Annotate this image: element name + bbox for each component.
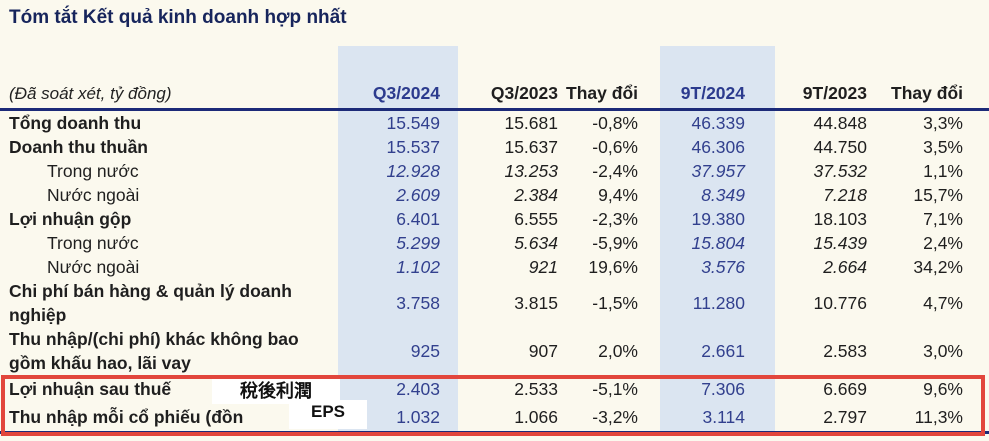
cell-q3-2024: 2.609 [338, 182, 458, 207]
cell-change-9t: 2,4% [923, 232, 963, 253]
table-row: Nước ngoài 2.609 2.384 9,4% 8.349 7.218 15,7% [0, 182, 989, 207]
row-label: Thu nhập mỗi cổ phiếu (đồn [0, 402, 338, 434]
cell-9t-2024: 46.306 [660, 134, 775, 159]
cell-change-9t: 1,1% [923, 160, 963, 181]
cell-9t-2024: 3.576 [660, 254, 775, 279]
table-row: Doanh thu thuần 15.537 15.637 -0,6% 46.306 44… [0, 134, 989, 159]
row-label: Lợi nhuận gộp [9, 208, 132, 229]
column-header-change-q: Thay đổi [564, 46, 660, 111]
row-label: Trong nước [47, 160, 139, 181]
cell-change-q: 2,0% [598, 340, 638, 361]
cell-q3-2023: 15.637 [504, 136, 558, 157]
row-label: Tổng doanh thu [9, 112, 142, 133]
cell-9t-2023: 37.532 [813, 160, 867, 181]
table-header-row: (Đã soát xét, tỷ đồng) Q3/2024 Q3/2023 T… [0, 46, 989, 111]
cell-q3-2024: 3.758 [338, 278, 458, 327]
cell-q3-2024: 15.537 [338, 134, 458, 159]
cell-9t-2023: 2.583 [823, 340, 867, 361]
cell-change-q: -5,1% [592, 378, 638, 399]
cell-9t-2024: 3.114 [660, 402, 775, 434]
cell-change-q: -0,6% [592, 136, 638, 157]
column-header-q3-2024: Q3/2024 [338, 46, 458, 111]
row-label: Lợi nhuận sau thuế [9, 378, 172, 399]
cell-9t-2023: 6.669 [823, 378, 867, 399]
financial-summary-table: (Đã soát xét, tỷ đồng) Q3/2024 Q3/2023 T… [0, 46, 989, 434]
cell-9t-2024: 8.349 [660, 182, 775, 207]
row-label: Thu nhập/(chi phí) khác không bao gồm kh… [9, 328, 299, 373]
cell-q3-2024: 1.102 [338, 254, 458, 279]
cell-change-q: -2,4% [592, 160, 638, 181]
cell-change-q: 9,4% [598, 184, 638, 205]
table-row: Thu nhập/(chi phí) khác không bao gồm kh… [0, 326, 989, 375]
cell-q3-2023: 907 [528, 340, 558, 361]
cell-q3-2024: 5.299 [338, 230, 458, 255]
cell-q3-2023: 15.681 [504, 112, 558, 133]
cell-9t-2024: 2.661 [660, 326, 775, 375]
cell-9t-2024: 11.280 [660, 278, 775, 327]
cell-change-9t: 7,1% [923, 208, 963, 229]
cell-q3-2024: 15.549 [338, 109, 458, 135]
cell-9t-2023: 2.797 [775, 402, 887, 434]
cell-change-9t: 3,3% [923, 112, 963, 133]
cell-q3-2024: 2.403 [338, 374, 458, 403]
cell-q3-2023: 2.533 [514, 378, 558, 399]
cell-q3-2023: 921 [528, 256, 558, 277]
cell-change-q: 19,6% [588, 256, 638, 277]
cell-change-9t: 34,2% [913, 256, 963, 277]
after-tax-profit-annotation: 稅後利潤 [212, 379, 340, 404]
row-label: Doanh thu thuần [9, 136, 149, 157]
column-header-9t-2024: 9T/2024 [660, 46, 775, 111]
page-title: Tóm tắt Kết quả kinh doanh hợp nhất [9, 7, 347, 28]
column-header-change-9t: Thay đổi [887, 46, 989, 111]
cell-change-q: -2,3% [592, 208, 638, 229]
cell-change-9t: 3,0% [923, 340, 963, 361]
cell-q3-2023: 6.555 [514, 208, 558, 229]
cell-q3-2024: 12.928 [338, 158, 458, 183]
cell-change-q: -0,8% [592, 112, 638, 133]
cell-9t-2023: 2.664 [823, 256, 867, 277]
cell-9t-2024: 46.339 [660, 109, 775, 135]
table-row: Lợi nhuận sau thuế 2.403 2.533 -5,1% 7.306 6.… [0, 374, 989, 403]
row-label: Trong nước [47, 232, 139, 253]
column-header-9t-2023: 9T/2023 [775, 46, 887, 111]
table-row: Lợi nhuận gộp 6.401 6.555 -2,3% 19.380 18.103… [0, 206, 989, 231]
cell-9t-2023: 10.776 [813, 292, 867, 313]
table-row: Tổng doanh thu 15.549 15.681 -0,8% 46.339 44.… [0, 109, 989, 135]
cell-9t-2023: 44.750 [813, 136, 867, 157]
row-label: Nước ngoài [47, 256, 140, 277]
cell-change-q: -1,5% [592, 292, 638, 313]
cell-9t-2024: 7.306 [660, 374, 775, 403]
cell-change-9t: 9,6% [923, 378, 963, 399]
cell-q3-2023: 2.384 [514, 184, 558, 205]
cell-q3-2023: 1.066 [458, 402, 564, 434]
cell-9t-2024: 37.957 [660, 158, 775, 183]
eps-annotation: EPS [289, 400, 367, 429]
unit-label: (Đã soát xét, tỷ đồng) [0, 46, 338, 111]
row-label: Nước ngoài [47, 184, 140, 205]
cell-q3-2024: 6.401 [338, 206, 458, 231]
cell-change-q: -5,9% [592, 232, 638, 253]
cell-9t-2023: 44.848 [813, 112, 867, 133]
cell-9t-2023: 18.103 [813, 208, 867, 229]
cell-change-q: -3,2% [564, 402, 660, 434]
cell-change-9t: 15,7% [913, 184, 963, 205]
table-row: Chi phí bán hàng & quản lý doanh nghiệp 3… [0, 278, 989, 327]
cell-9t-2024: 15.804 [660, 230, 775, 255]
cell-9t-2024: 19.380 [660, 206, 775, 231]
cell-q3-2023: 3.815 [514, 292, 558, 313]
cell-q3-2024: 925 [338, 326, 458, 375]
cell-change-9t: 11,3% [887, 402, 989, 434]
column-header-q3-2023: Q3/2023 [458, 46, 564, 111]
cell-change-9t: 4,7% [923, 292, 963, 313]
table-row: Trong nước 12.928 13.253 -2,4% 37.957 37.532 1… [0, 158, 989, 183]
table-row: Trong nước 5.299 5.634 -5,9% 15.804 15.439 2,4… [0, 230, 989, 255]
cell-9t-2023: 15.439 [813, 232, 867, 253]
cell-q3-2023: 13.253 [504, 160, 558, 181]
cell-change-9t: 3,5% [923, 136, 963, 157]
cell-q3-2023: 5.634 [514, 232, 558, 253]
cell-9t-2023: 7.218 [823, 184, 867, 205]
table-row: Nước ngoài 1.102 921 19,6% 3.576 2.664 34,2% [0, 254, 989, 279]
table-row: Thu nhập mỗi cổ phiếu (đồn 1.032 1.066 -3,2… [0, 402, 989, 434]
row-label: Chi phí bán hàng & quản lý doanh nghiệp [9, 280, 292, 325]
